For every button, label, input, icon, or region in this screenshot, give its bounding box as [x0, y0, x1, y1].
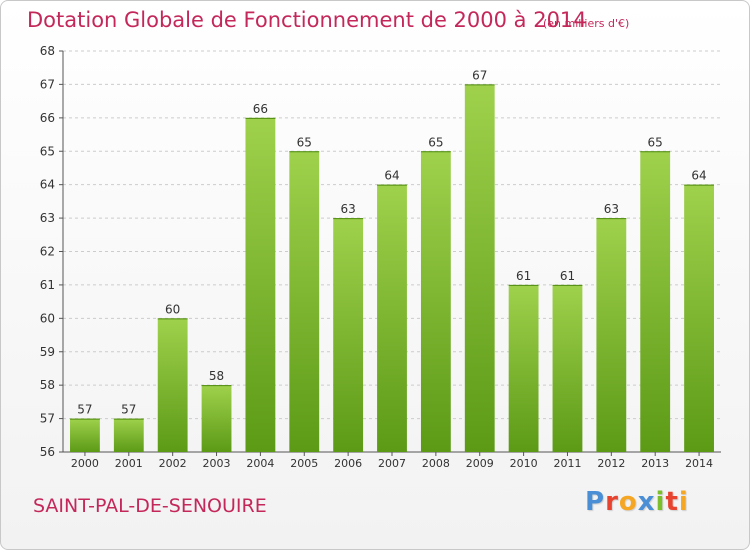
logo-letter: i	[678, 487, 689, 517]
y-tick-label: 68	[40, 44, 55, 58]
y-tick-label: 64	[40, 178, 55, 192]
x-tick-label: 2008	[422, 457, 450, 470]
chart-subtitle: (en milliers d'€)	[543, 17, 630, 30]
x-tick-label: 2007	[378, 457, 406, 470]
y-tick-label: 66	[40, 111, 55, 125]
logo-letter: i	[655, 487, 666, 517]
y-tick-label: 56	[40, 445, 55, 459]
x-tick-label: 2010	[510, 457, 538, 470]
bar-value-label: 67	[472, 68, 487, 82]
x-tick-label: 2005	[290, 457, 318, 470]
bar	[464, 84, 495, 453]
x-tick-label: 2001	[115, 457, 143, 470]
bar	[333, 218, 364, 452]
y-tick-label: 62	[40, 245, 55, 259]
logo-letter: x	[637, 487, 656, 517]
bar	[420, 151, 451, 452]
x-tick-label: 2014	[685, 457, 713, 470]
x-tick-label: 2000	[71, 457, 99, 470]
proxiti-logo: Proxiti	[585, 487, 689, 517]
bar	[113, 418, 144, 452]
bar-value-label: 57	[77, 403, 92, 417]
y-tick-label: 59	[40, 345, 55, 359]
logo-letter: P	[585, 487, 606, 517]
chart-title: Dotation Globale de Fonctionnement de 20…	[27, 8, 587, 32]
y-tick-label: 63	[40, 211, 55, 225]
bar-value-label: 65	[297, 135, 312, 149]
x-tick-label: 2002	[159, 457, 187, 470]
bar-value-label: 65	[428, 135, 443, 149]
y-tick-label: 60	[40, 311, 55, 325]
bar-value-label: 60	[165, 302, 180, 316]
bar	[201, 385, 232, 452]
bar	[508, 284, 539, 452]
logo-letter: t	[665, 487, 679, 517]
bar	[289, 151, 320, 452]
bar	[552, 284, 583, 452]
bar-value-label: 61	[560, 269, 575, 283]
bar-value-label: 57	[121, 403, 136, 417]
bar	[157, 318, 188, 452]
bar-value-label: 63	[604, 202, 619, 216]
bar-value-label: 64	[384, 169, 399, 183]
bar	[684, 184, 714, 452]
x-tick-label: 2012	[597, 457, 625, 470]
bar-value-label: 58	[209, 369, 224, 383]
y-tick-label: 61	[40, 278, 55, 292]
bar-value-label: 64	[691, 169, 706, 183]
location-name: SAINT-PAL-DE-SENOUIRE	[33, 495, 267, 517]
bar-value-label: 63	[340, 202, 355, 216]
x-tick-label: 2003	[203, 457, 231, 470]
bar-value-label: 61	[516, 269, 531, 283]
y-tick-label: 57	[40, 412, 55, 426]
bar	[640, 151, 671, 452]
logo-letter: r	[605, 487, 619, 517]
y-tick-label: 67	[40, 77, 55, 91]
bar	[70, 418, 100, 452]
bar	[596, 218, 627, 452]
x-tick-label: 2009	[466, 457, 494, 470]
bar	[377, 184, 407, 452]
x-tick-label: 2013	[641, 457, 669, 470]
bar-value-label: 65	[648, 135, 663, 149]
y-tick-label: 58	[40, 378, 55, 392]
x-tick-label: 2004	[246, 457, 274, 470]
x-tick-label: 2011	[553, 457, 581, 470]
bar-value-label: 66	[253, 102, 268, 116]
bar	[245, 117, 276, 452]
y-tick-label: 65	[40, 144, 55, 158]
logo-letter: o	[618, 487, 638, 517]
x-tick-label: 2006	[334, 457, 362, 470]
